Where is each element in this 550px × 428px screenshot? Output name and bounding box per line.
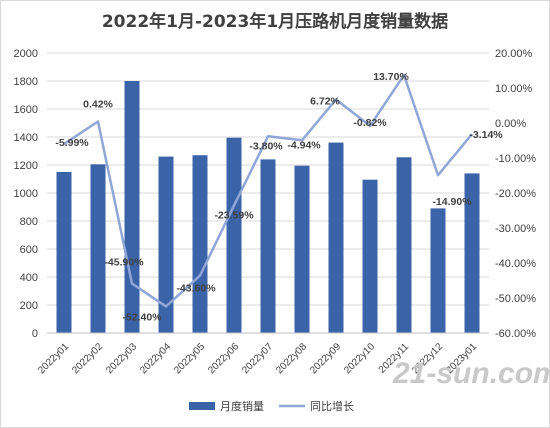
data-label-2022y06: -23.59%: [214, 210, 254, 222]
y-left-tick-label: 800: [20, 216, 38, 228]
x-tick-label: 2022y04: [138, 341, 173, 376]
bar-2022y08: [294, 165, 310, 333]
bar-2022y05: [192, 155, 208, 333]
x-tick-label: 2022y07: [240, 341, 275, 376]
legend-label-bars: 月度销量: [220, 399, 264, 413]
data-label-2022y11: 13.70%: [373, 71, 409, 83]
x-tick-label: 2022y06: [206, 341, 241, 376]
y-left-tick-label: 200: [20, 300, 38, 312]
y-left-tick-label: 600: [20, 244, 38, 256]
bar-2023y01: [464, 173, 480, 333]
data-label-2022y02: 0.42%: [83, 99, 113, 111]
x-tick-label: 2022y01: [36, 341, 71, 376]
bar-2022y09: [328, 142, 344, 333]
y-right-tick-label: -10.00%: [495, 153, 536, 165]
bar-2022y10: [362, 179, 378, 333]
bar-2022y07: [260, 159, 276, 333]
data-label-2022y08: -4.94%: [287, 139, 321, 151]
y-axis-left: 0 200 400 600 800 1000 1200 1400 1600 1800 2000: [14, 48, 38, 340]
y-right-tick-label: -20.00%: [495, 188, 536, 200]
data-label-2022y03: -45.90%: [104, 257, 144, 269]
y-left-tick-label: 1400: [14, 132, 38, 144]
watermark-logo: 21-sun.com: [392, 357, 550, 390]
data-labels: -5.99% 0.42% -45.90% -52.40% -43.60% -23.59% -…: [55, 71, 503, 323]
data-label-2022y09: 6.72%: [310, 95, 340, 107]
data-label-2022y10: -0.82%: [353, 117, 387, 129]
legend: 月度销量 同比增长: [189, 399, 354, 413]
y-right-tick-label: -60.00%: [495, 328, 536, 340]
y-left-tick-label: 1200: [14, 160, 38, 172]
y-left-tick-label: 1800: [14, 76, 38, 88]
x-tick-label: 2022y03: [104, 341, 139, 376]
x-tick-label: 2022y10: [342, 341, 377, 376]
growth-line: [63, 73, 473, 308]
bar-2022y04: [158, 156, 174, 333]
x-tick-label: 2022y09: [308, 341, 343, 376]
bar-2022y01: [56, 172, 72, 333]
y-left-tick-label: 1000: [14, 188, 38, 200]
y-right-tick-label: -50.00%: [495, 293, 536, 305]
bar-2022y12: [430, 208, 446, 333]
y-axis-right: -60.00% -50.00% -40.00% -30.00% -20.00% -10.0…: [495, 48, 536, 340]
data-label-2022y01: -5.99%: [55, 137, 89, 149]
legend-swatch-bars: [189, 402, 215, 410]
y-right-tick-label: 0.00%: [495, 118, 526, 130]
y-right-tick-label: 10.00%: [495, 83, 533, 95]
data-label-2022y04: -52.40%: [122, 311, 162, 323]
data-label-2022y12: -14.90%: [432, 196, 472, 208]
legend-label-line: 同比增长: [310, 399, 354, 413]
data-label-2022y07: -3.80%: [249, 140, 283, 152]
bar-2022y11: [396, 157, 412, 333]
line-series: [63, 73, 473, 308]
y-right-tick-label: 20.00%: [495, 48, 533, 60]
bar-2022y02: [90, 164, 106, 333]
x-tick-label: 2022y02: [70, 341, 105, 376]
chart-title: 2022年1月-2023年1月压路机月度销量数据: [102, 11, 448, 32]
y-left-tick-label: 2000: [14, 48, 38, 60]
watermark-text: 21-sun.com: [392, 357, 550, 390]
y-left-tick-label: 400: [20, 272, 38, 284]
x-tick-label: 2022y08: [274, 341, 309, 376]
y-left-tick-label: 1600: [14, 104, 38, 116]
y-left-tick-label: 0: [32, 328, 38, 340]
bar-2022y06: [226, 137, 242, 333]
data-label-2023y01: -3.14%: [469, 129, 503, 141]
x-tick-label: 2022y05: [172, 341, 207, 376]
bar-2022y03: [124, 81, 140, 333]
data-label-2022y05: -43.60%: [176, 283, 216, 295]
bar-series: [56, 81, 480, 333]
y-right-tick-label: -30.00%: [495, 223, 536, 235]
y-right-tick-label: -40.00%: [495, 258, 536, 270]
